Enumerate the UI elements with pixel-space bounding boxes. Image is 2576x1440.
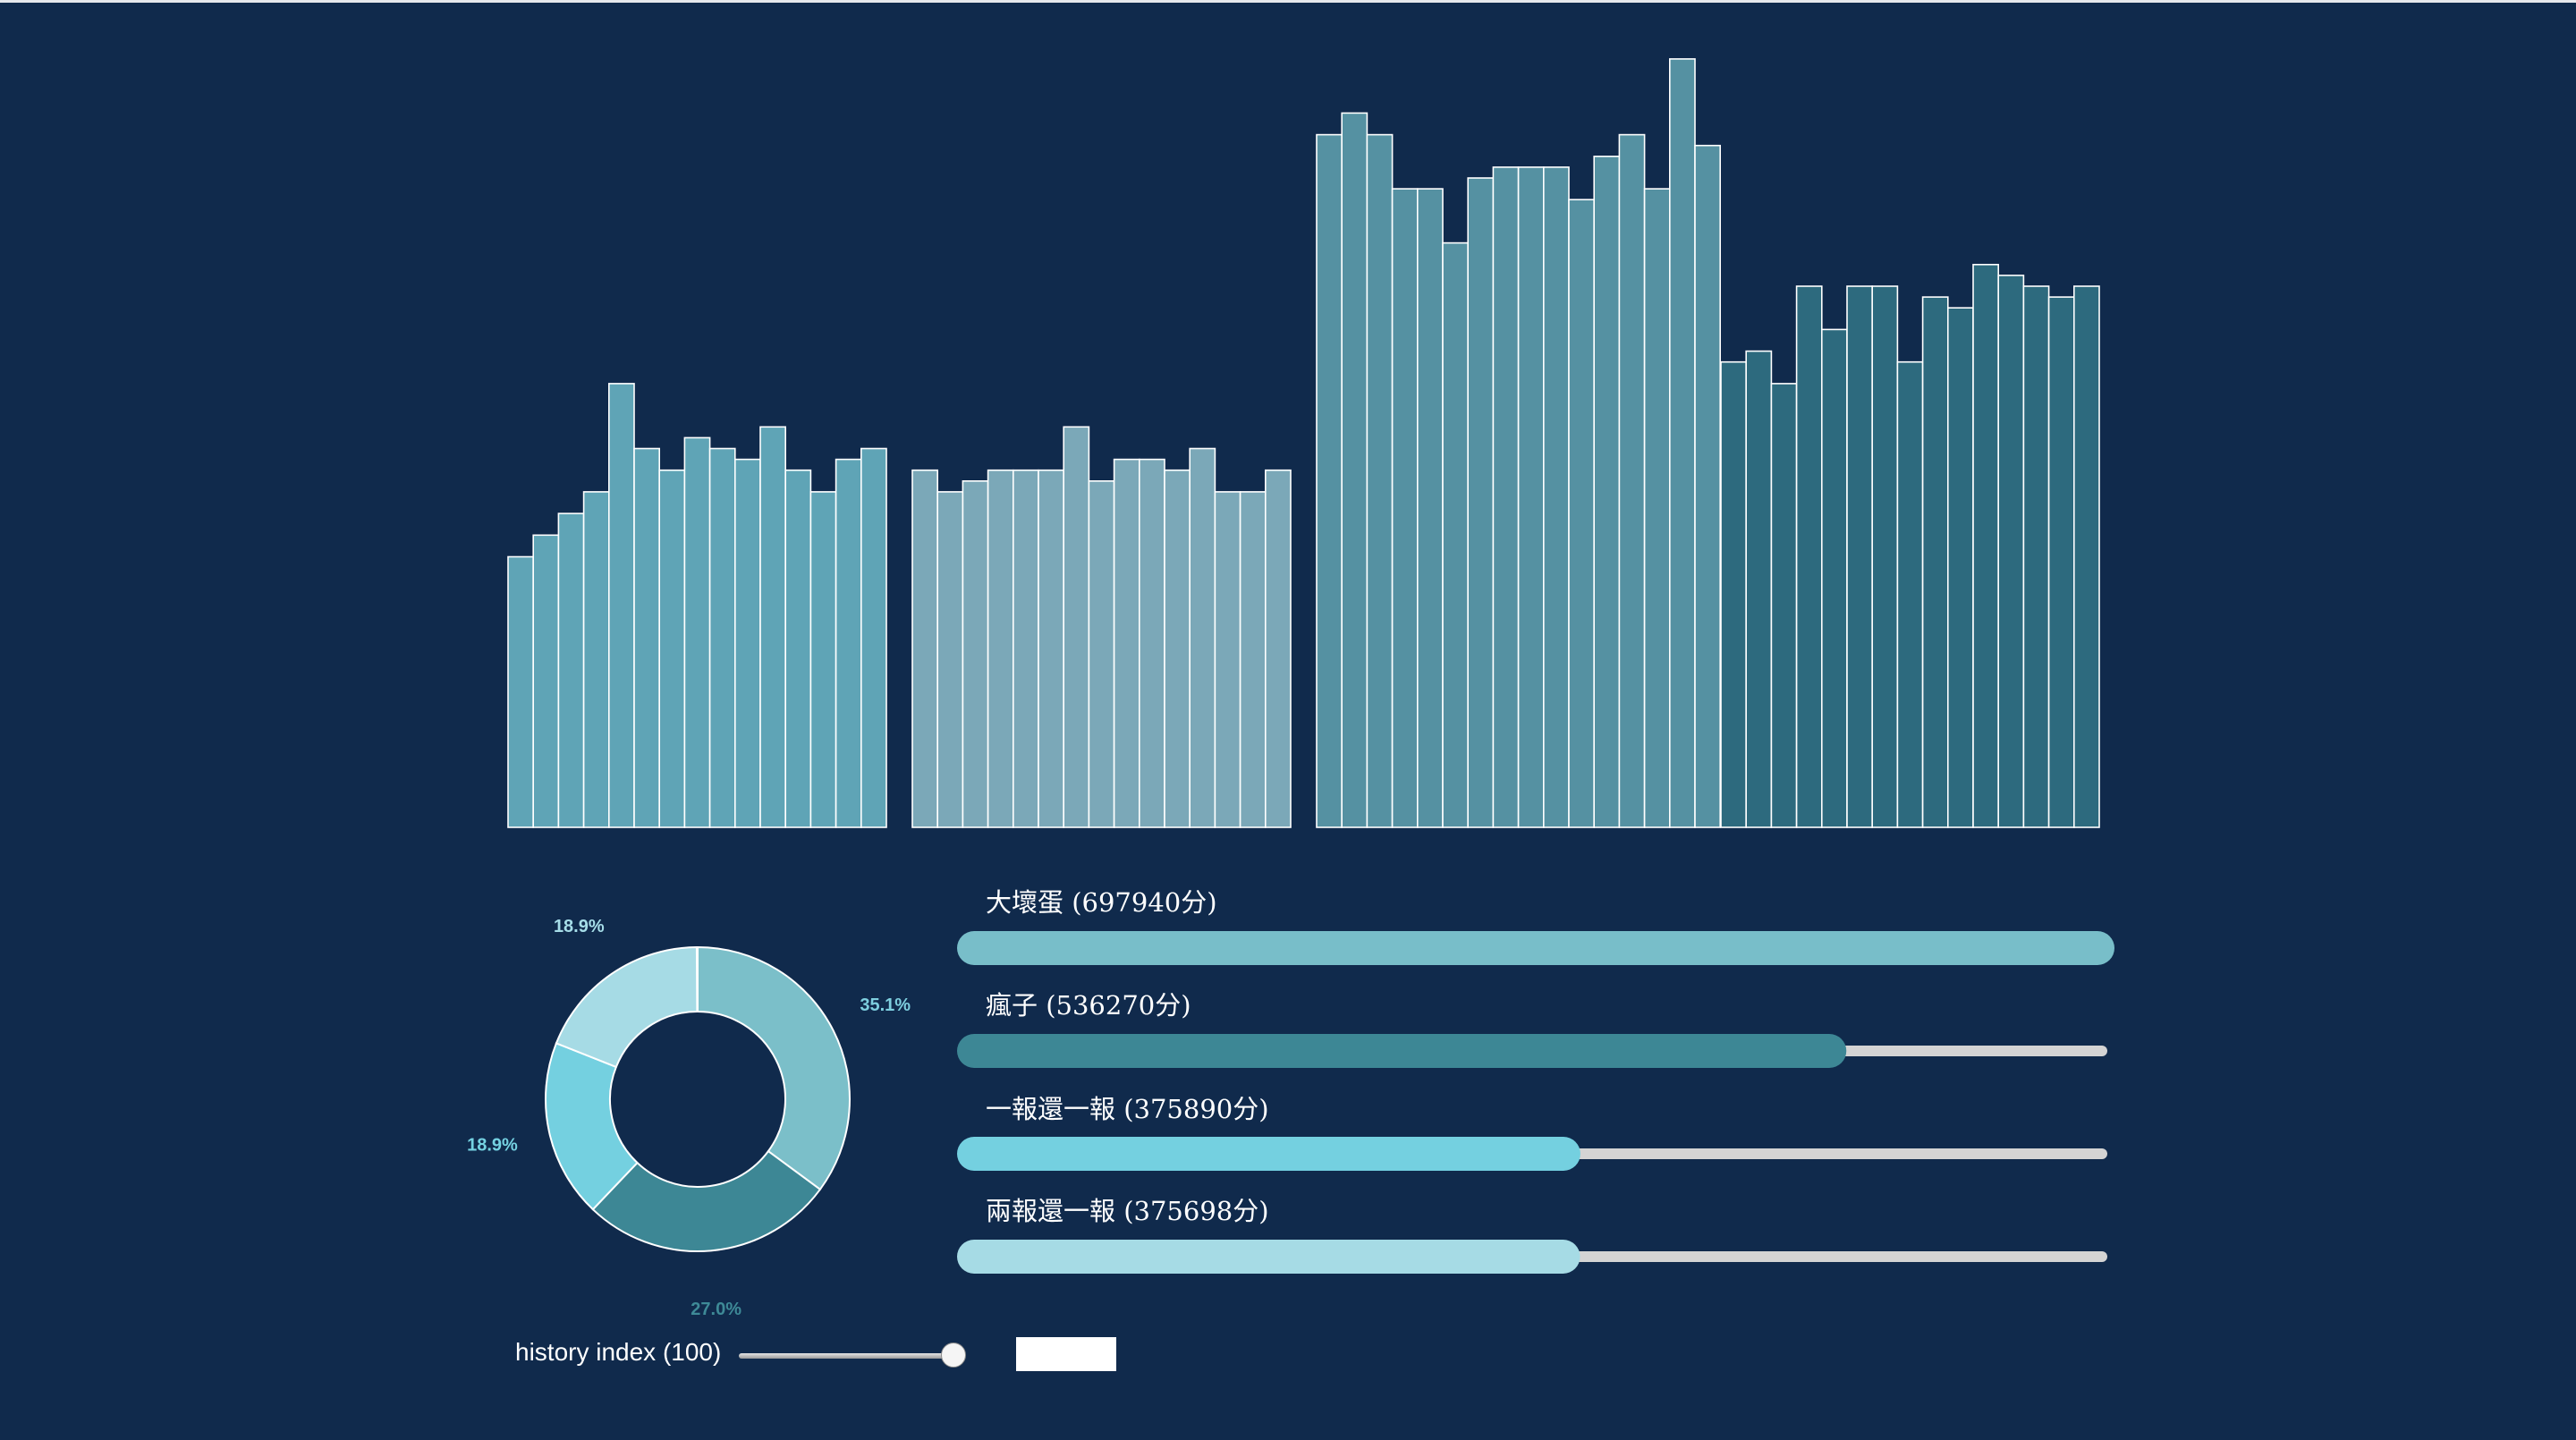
column-bar (1366, 133, 1394, 828)
column-bar (1643, 188, 1671, 828)
ranking-bar (957, 1034, 1847, 1068)
column-bar (532, 534, 560, 828)
column-bar (1316, 133, 1343, 828)
column-bar (1517, 166, 1545, 828)
history-input-box[interactable] (1016, 1337, 1116, 1371)
column-bar (1038, 469, 1065, 828)
column-bar (1745, 350, 1773, 828)
column-bar (1088, 479, 1115, 828)
ranking-bar-label: 一報還一報 (375890分) (986, 1094, 1269, 1124)
column-bar (733, 458, 761, 828)
column-bar (1972, 263, 2000, 828)
column-bar (784, 469, 812, 828)
column-bar (1871, 285, 1899, 828)
column-bar (987, 469, 1014, 828)
column-bar (936, 491, 964, 828)
column-bar (1417, 188, 1444, 828)
ranking-bar (957, 1240, 1580, 1274)
column-bar (835, 458, 862, 828)
column-bar (1442, 241, 1470, 828)
column-bar (582, 491, 610, 828)
column-bar (1694, 144, 1722, 828)
column-bar (2073, 285, 2100, 828)
donut-slice (555, 945, 699, 1069)
column-bar (1189, 447, 1216, 828)
column-chart (507, 58, 2100, 828)
column-bar (1770, 383, 1798, 828)
column-bar (1921, 296, 1949, 828)
column-bar (2047, 296, 2075, 828)
column-bar (1113, 458, 1140, 828)
column-bar (1063, 426, 1090, 828)
donut-slice-label: 27.0% (691, 1300, 741, 1319)
column-bar (1821, 328, 1848, 828)
column-bar (683, 436, 711, 828)
ranking-bar (957, 1137, 1580, 1171)
column-bar (1164, 469, 1191, 828)
donut-slice-label: 18.9% (554, 917, 605, 936)
ranking-bar (957, 931, 2114, 965)
column-bar (1720, 360, 1748, 828)
column-bar (1013, 469, 1039, 828)
column-bar (759, 426, 787, 828)
column-bar (1492, 166, 1520, 828)
charts-canvas: 35.1% 27.0% 18.9% 18.9% 大壞蛋 (697940分) 瘋子 (53… (467, 58, 2114, 1319)
donut-slice (697, 945, 852, 1191)
column-bar (1795, 285, 1823, 828)
column-bar (962, 479, 989, 828)
column-bar (708, 447, 736, 828)
ranking-bar-chart: 大壞蛋 (697940分) 瘋子 (536270分) 一報還一報 (375890分)… (957, 887, 2114, 1274)
history-slider-thumb[interactable] (941, 1343, 966, 1368)
column-bar (507, 555, 535, 828)
column-bar (1265, 469, 1292, 828)
column-bar (1669, 58, 1696, 828)
ranking-bar-label: 瘋子 (536270分) (986, 990, 1191, 1021)
column-bar (1593, 156, 1621, 828)
donut-slice-label: 35.1% (860, 995, 911, 1015)
column-bar (1618, 133, 1646, 828)
column-bar (1896, 360, 1924, 828)
column-bar (1467, 177, 1495, 828)
column-bar (2022, 285, 2050, 828)
column-bar (1947, 307, 1974, 828)
column-bar (1341, 112, 1368, 828)
history-index-slider[interactable] (739, 1353, 953, 1359)
column-bar (1568, 199, 1596, 828)
column-bar (607, 383, 635, 828)
column-bar (1139, 458, 1165, 828)
column-bar (1846, 285, 1874, 828)
column-bar (809, 491, 837, 828)
column-bar (1214, 491, 1241, 828)
donut-slice (591, 1149, 822, 1252)
ranking-bar-label: 兩報還一報 (375698分) (986, 1196, 1269, 1226)
donut-chart: 35.1% 27.0% 18.9% 18.9% (467, 917, 911, 1319)
column-bar (1239, 491, 1267, 828)
donut-slice-label: 18.9% (467, 1136, 518, 1156)
history-index-label: history index (100) (515, 1338, 722, 1366)
column-bar (1997, 275, 2025, 828)
column-bar (860, 447, 887, 828)
column-bar (633, 447, 661, 828)
column-bar (658, 469, 686, 828)
column-bar (911, 469, 939, 828)
column-bar (557, 512, 585, 828)
column-bar (1543, 166, 1570, 828)
column-bar (1391, 188, 1419, 828)
ranking-bar-label: 大壞蛋 (697940分) (986, 887, 1217, 918)
